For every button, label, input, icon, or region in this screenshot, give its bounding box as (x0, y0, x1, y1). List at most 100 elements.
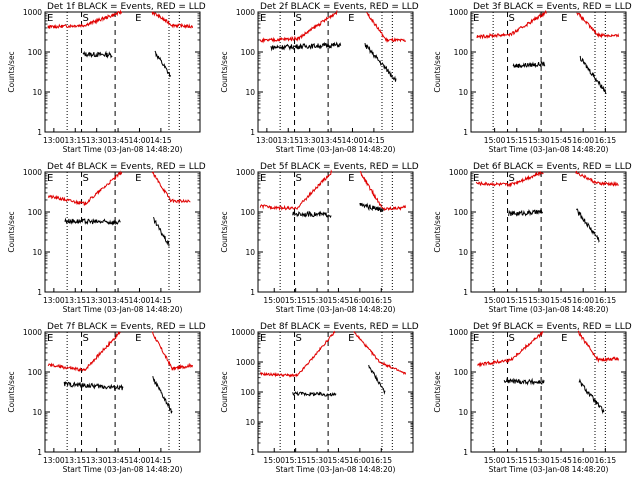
x-axis-label: Start Time (03-Jan-08 14:48:20) (63, 465, 183, 474)
chart-title: Det 3f BLACK = Events, RED = LLD (473, 2, 632, 12)
events-series-line-1 (292, 210, 332, 219)
x-tick-label: 15:15 (506, 456, 528, 465)
x-tick-label: 14:00 (342, 136, 364, 145)
y-axis-label: Counts/sec (220, 211, 229, 252)
y-axis-label: Counts/sec (7, 211, 16, 252)
chart-svg: Det 4f BLACK = Events, RED = LLD 1 10 100 10… (7, 162, 206, 314)
x-tick-label: 14:00 (129, 456, 151, 465)
plot-frame (257, 331, 414, 453)
y-tick-label: 100 (454, 368, 469, 377)
x-tick-label: 14:15 (150, 136, 172, 145)
y-tick-label: 100 (28, 48, 43, 57)
y-tick-label: 1 (250, 288, 255, 297)
plot-frame (257, 11, 414, 133)
lld-series-line-1 (259, 330, 336, 378)
flag-start: E (473, 173, 479, 184)
y-axis-label: Counts/sec (433, 51, 442, 92)
y-tick-label: 1000 (449, 8, 468, 17)
detector-panel-9: Det 9f BLACK = Events, RED = LLD 1 10 100 10… (426, 320, 639, 480)
events-series-line-2 (154, 50, 171, 78)
lld-series-line-1 (47, 331, 121, 372)
x-tick-label: 16:00 (349, 296, 371, 305)
x-tick-label: 13:00 (43, 136, 65, 145)
y-tick-label: 1000 (23, 328, 42, 337)
y-tick-label: 1000 (236, 8, 255, 17)
detector-panel-2: Det 2f BLACK = Events, RED = LLD 1 10 100 10… (213, 0, 426, 160)
lld-series-line-2 (575, 170, 619, 187)
chart-svg: Det 5f BLACK = Events, RED = LLD 1 10 100 10… (220, 162, 419, 314)
x-axis-label: Start Time (03-Jan-08 14:48:20) (276, 465, 396, 474)
x-tick-label: 16:15 (595, 136, 617, 145)
chart-svg: Det 7f BLACK = Events, RED = LLD 1 10 100 10… (7, 322, 206, 474)
chart-title: Det 1f BLACK = Events, RED = LLD (47, 2, 206, 12)
x-axis-label: Start Time (03-Jan-08 14:48:20) (489, 305, 609, 314)
x-tick-label: 13:00 (43, 456, 65, 465)
chart-svg: Det 3f BLACK = Events, RED = LLD 1 10 100 10… (433, 2, 632, 154)
chart-title: Det 4f BLACK = Events, RED = LLD (47, 162, 206, 172)
lld-series-line-1 (476, 9, 547, 40)
events-series-line-2 (368, 364, 386, 395)
y-tick-label: 10 (245, 418, 255, 427)
events-series-line-1 (503, 377, 545, 386)
x-tick-label: 14:00 (129, 136, 151, 145)
y-axis-label: Counts/sec (220, 51, 229, 92)
y-tick-label: 1 (250, 128, 255, 137)
flag-end: E (348, 173, 354, 184)
x-tick-label: 13:45 (320, 136, 342, 145)
plot-frame (44, 331, 201, 453)
x-tick-label: 13:30 (86, 296, 108, 305)
x-tick-label: 15:45 (550, 136, 572, 145)
flag-end: E (561, 173, 567, 184)
x-tick-label: 13:00 (256, 136, 278, 145)
x-tick-label: 13:15 (277, 136, 299, 145)
plot-frame (470, 331, 627, 453)
lld-series-line-2 (353, 331, 407, 376)
events-series-line-1 (63, 380, 124, 391)
chart-svg: Det 6f BLACK = Events, RED = LLD 1 10 100 10… (433, 162, 632, 314)
x-tick-label: 14:00 (129, 296, 151, 305)
x-tick-label: 14:15 (150, 296, 172, 305)
y-axis-label: Counts/sec (433, 211, 442, 252)
x-tick-label: 15:00 (263, 296, 285, 305)
x-tick-label: 16:00 (572, 296, 594, 305)
flag-saa: S (83, 333, 89, 344)
y-tick-label: 1 (37, 288, 42, 297)
x-tick-label: 15:15 (285, 456, 307, 465)
y-tick-label: 1000 (449, 328, 468, 337)
events-series-line-2 (579, 55, 607, 95)
y-tick-label: 1000 (23, 8, 42, 17)
lld-series-line-2 (366, 11, 407, 43)
x-tick-label: 13:45 (107, 136, 129, 145)
events-series-line-2 (153, 216, 170, 247)
y-tick-label: 100 (28, 368, 43, 377)
y-axis-label: Counts/sec (433, 371, 442, 412)
lld-series-line-1 (259, 169, 333, 211)
x-tick-label: 13:45 (107, 296, 129, 305)
x-tick-label: 15:00 (263, 456, 285, 465)
flag-end: E (135, 173, 141, 184)
flag-saa: S (296, 333, 302, 344)
x-tick-label: 16:00 (572, 456, 594, 465)
chart-title: Det 9f BLACK = Events, RED = LLD (473, 322, 632, 332)
lld-series-line-1 (477, 330, 544, 368)
flag-start: E (47, 13, 53, 24)
flag-end: E (348, 333, 354, 344)
flag-saa: S (509, 13, 515, 24)
flag-start: E (47, 333, 53, 344)
x-tick-label: 13:15 (64, 456, 86, 465)
y-tick-label: 1 (250, 448, 255, 457)
flag-saa: S (83, 173, 89, 184)
flag-start: E (260, 13, 266, 24)
x-axis-label: Start Time (03-Jan-08 14:48:20) (276, 305, 396, 314)
events-series-line-1 (512, 61, 546, 69)
y-tick-label: 100 (241, 208, 256, 217)
y-tick-label: 10 (458, 408, 468, 417)
y-tick-label: 1000 (236, 358, 255, 367)
x-tick-label: 15:30 (306, 456, 328, 465)
x-tick-label: 16:00 (572, 136, 594, 145)
y-tick-label: 100 (241, 48, 256, 57)
flag-saa: S (509, 333, 515, 344)
x-tick-label: 15:15 (285, 296, 307, 305)
y-tick-label: 1 (37, 128, 42, 137)
